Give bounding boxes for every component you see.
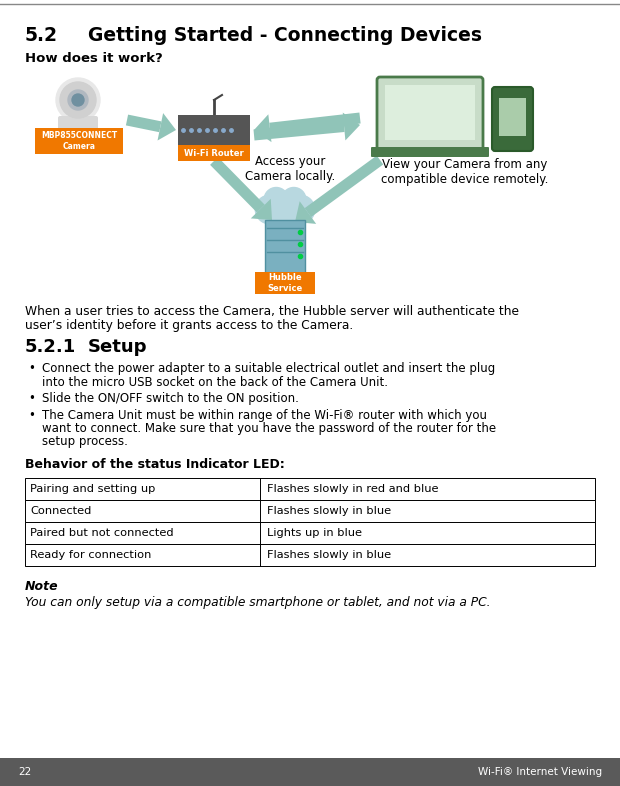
Polygon shape xyxy=(157,113,176,141)
Text: Lights up in blue: Lights up in blue xyxy=(267,528,362,538)
FancyBboxPatch shape xyxy=(25,522,595,544)
Text: setup process.: setup process. xyxy=(42,435,128,449)
Text: 22: 22 xyxy=(18,767,31,777)
Text: The Camera Unit must be within range of the Wi-Fi® router with which you: The Camera Unit must be within range of … xyxy=(42,409,487,421)
FancyBboxPatch shape xyxy=(25,544,595,566)
FancyBboxPatch shape xyxy=(58,116,98,130)
Polygon shape xyxy=(269,112,361,134)
Text: Setup: Setup xyxy=(88,338,148,356)
Text: Flashes slowly in red and blue: Flashes slowly in red and blue xyxy=(267,484,438,494)
Text: Getting Started - Connecting Devices: Getting Started - Connecting Devices xyxy=(88,26,482,45)
FancyBboxPatch shape xyxy=(371,147,489,157)
Circle shape xyxy=(265,195,305,235)
Text: Pairing and setting up: Pairing and setting up xyxy=(30,484,156,494)
Text: Wi-Fi® Internet Viewing: Wi-Fi® Internet Viewing xyxy=(478,767,602,777)
FancyBboxPatch shape xyxy=(265,220,305,275)
Text: MBP855CONNECT
Camera: MBP855CONNECT Camera xyxy=(41,131,117,151)
FancyBboxPatch shape xyxy=(25,500,595,522)
Text: Connected: Connected xyxy=(30,506,91,516)
FancyBboxPatch shape xyxy=(178,145,250,161)
Text: Ready for connection: Ready for connection xyxy=(30,550,151,560)
Text: Flashes slowly in blue: Flashes slowly in blue xyxy=(267,550,391,560)
Polygon shape xyxy=(254,114,272,142)
Polygon shape xyxy=(304,156,383,217)
Text: user’s identity before it grants access to the Camera.: user’s identity before it grants access … xyxy=(25,319,353,332)
Text: Flashes slowly in blue: Flashes slowly in blue xyxy=(267,506,391,516)
Text: 5.2.1: 5.2.1 xyxy=(25,338,76,356)
Text: View your Camera from any
compatible device remotely.: View your Camera from any compatible dev… xyxy=(381,158,549,186)
FancyBboxPatch shape xyxy=(178,115,250,145)
Polygon shape xyxy=(126,115,161,132)
FancyBboxPatch shape xyxy=(255,272,315,294)
Circle shape xyxy=(68,90,88,110)
Text: You can only setup via a compatible smartphone or tablet, and not via a PC.: You can only setup via a compatible smar… xyxy=(25,596,490,609)
FancyBboxPatch shape xyxy=(492,87,533,151)
Text: •: • xyxy=(28,392,35,405)
Text: Note: Note xyxy=(25,580,59,593)
Text: How does it work?: How does it work? xyxy=(25,52,162,65)
Text: Paired but not connected: Paired but not connected xyxy=(30,528,174,538)
Text: 5.2: 5.2 xyxy=(25,26,58,45)
Circle shape xyxy=(286,195,315,224)
Text: Behavior of the status Indicator LED:: Behavior of the status Indicator LED: xyxy=(25,458,285,471)
Polygon shape xyxy=(251,199,272,220)
Circle shape xyxy=(60,82,96,118)
FancyBboxPatch shape xyxy=(377,77,483,151)
Circle shape xyxy=(264,188,288,211)
FancyBboxPatch shape xyxy=(385,85,475,140)
Polygon shape xyxy=(210,157,265,212)
Text: Slide the ON/OFF switch to the ON position.: Slide the ON/OFF switch to the ON positi… xyxy=(42,392,299,405)
Text: •: • xyxy=(28,362,35,375)
Circle shape xyxy=(281,188,306,211)
Circle shape xyxy=(255,195,284,224)
Polygon shape xyxy=(254,121,345,141)
Text: Access your
Camera locally.: Access your Camera locally. xyxy=(245,155,335,183)
Text: •: • xyxy=(28,409,35,421)
FancyBboxPatch shape xyxy=(499,98,526,136)
Text: Hubble
Service: Hubble Service xyxy=(267,274,303,292)
Text: When a user tries to access the Camera, the Hubble server will authenticate the: When a user tries to access the Camera, … xyxy=(25,305,519,318)
Polygon shape xyxy=(343,112,360,141)
Text: Connect the power adapter to a suitable electrical outlet and insert the plug: Connect the power adapter to a suitable … xyxy=(42,362,495,375)
Text: want to connect. Make sure that you have the password of the router for the: want to connect. Make sure that you have… xyxy=(42,422,496,435)
FancyBboxPatch shape xyxy=(35,128,123,154)
Circle shape xyxy=(72,94,84,106)
FancyBboxPatch shape xyxy=(0,758,620,786)
Polygon shape xyxy=(295,201,316,224)
Circle shape xyxy=(56,78,100,122)
Text: Wi-Fi Router: Wi-Fi Router xyxy=(184,149,244,157)
FancyBboxPatch shape xyxy=(25,478,595,500)
Text: into the micro USB socket on the back of the Camera Unit.: into the micro USB socket on the back of… xyxy=(42,376,388,388)
